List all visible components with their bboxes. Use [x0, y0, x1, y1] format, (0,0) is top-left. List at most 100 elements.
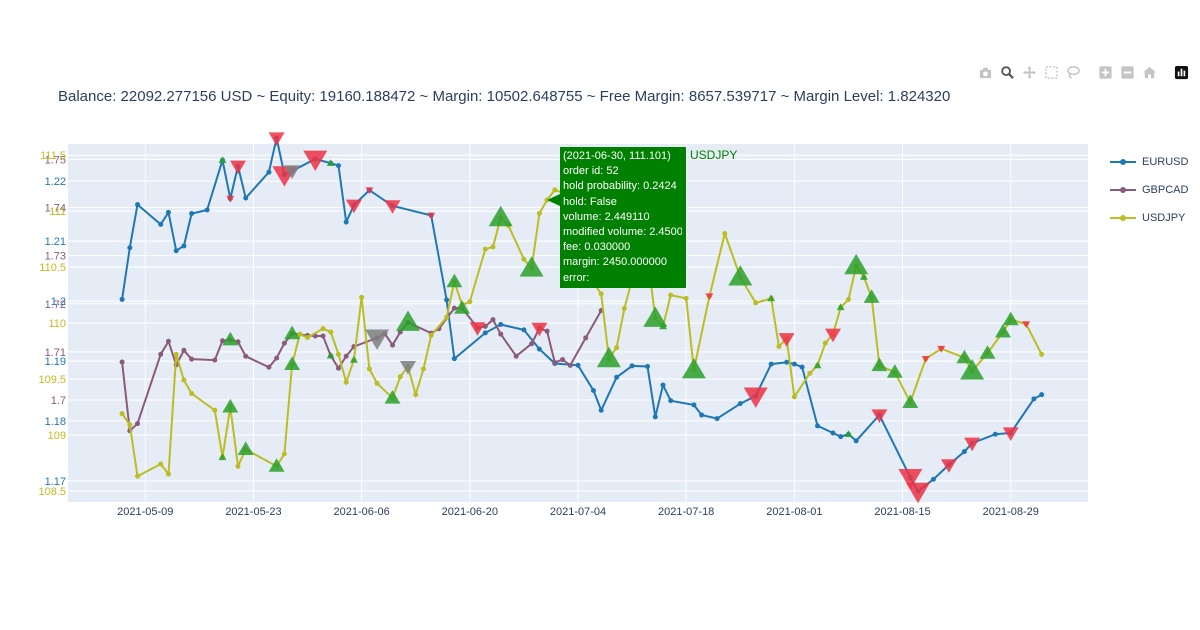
- trade-marker-buy[interactable]: [237, 441, 254, 455]
- data-point-eurusd[interactable]: [830, 430, 836, 436]
- data-point-eurusd[interactable]: [629, 363, 635, 369]
- data-point-usdjpy[interactable]: [413, 392, 419, 398]
- trade-marker-buy[interactable]: [519, 256, 544, 277]
- data-point-eurusd[interactable]: [181, 243, 187, 249]
- data-point-gbpcad[interactable]: [567, 362, 573, 368]
- trade-marker-buy[interactable]: [767, 294, 776, 302]
- trade-marker-sell[interactable]: [705, 293, 714, 301]
- data-point-usdjpy[interactable]: [328, 329, 334, 335]
- trade-marker-buy[interactable]: [681, 358, 706, 379]
- trade-marker-sell[interactable]: [964, 437, 981, 452]
- data-point-eurusd[interactable]: [266, 169, 272, 175]
- data-point-usdjpy[interactable]: [281, 451, 287, 457]
- data-point-gbpcad[interactable]: [243, 353, 249, 359]
- legend-item-eurusd[interactable]: EURUSD: [1110, 148, 1188, 176]
- data-point-eurusd[interactable]: [498, 321, 504, 327]
- data-point-eurusd[interactable]: [652, 414, 658, 420]
- trade-marker-sell[interactable]: [469, 322, 486, 336]
- trade-marker-buy[interactable]: [222, 398, 239, 413]
- plotly-logo-icon[interactable]: [1170, 62, 1192, 82]
- data-point-eurusd[interactable]: [482, 330, 488, 336]
- data-point-eurusd[interactable]: [158, 221, 164, 227]
- trade-marker-buy[interactable]: [1002, 311, 1019, 326]
- data-point-gbpcad[interactable]: [212, 357, 218, 363]
- data-point-usdjpy[interactable]: [822, 340, 828, 346]
- data-point-eurusd[interactable]: [930, 476, 936, 482]
- data-point-eurusd[interactable]: [204, 207, 210, 213]
- data-point-gbpcad[interactable]: [135, 421, 141, 427]
- data-point-usdjpy[interactable]: [189, 390, 195, 396]
- pan-icon[interactable]: [1018, 62, 1040, 82]
- data-point-eurusd[interactable]: [598, 407, 604, 413]
- trade-marker-buy[interactable]: [222, 331, 239, 346]
- data-point-gbpcad[interactable]: [119, 359, 125, 365]
- trade-marker-buy[interactable]: [956, 349, 973, 364]
- trade-marker-buy[interactable]: [844, 430, 853, 437]
- data-point-gbpcad[interactable]: [498, 331, 504, 337]
- data-point-gbpcad[interactable]: [165, 338, 171, 344]
- data-point-usdjpy[interactable]: [1039, 351, 1045, 357]
- trade-marker-sell[interactable]: [226, 195, 235, 203]
- data-point-usdjpy[interactable]: [127, 422, 133, 428]
- data-point-eurusd[interactable]: [737, 401, 743, 407]
- data-point-gbpcad[interactable]: [158, 351, 164, 357]
- trade-marker-hold[interactable]: [365, 329, 390, 350]
- data-point-usdjpy[interactable]: [490, 244, 496, 250]
- trade-marker-buy[interactable]: [384, 390, 401, 404]
- trade-marker-sell[interactable]: [871, 409, 888, 423]
- data-point-eurusd[interactable]: [575, 362, 581, 368]
- trade-marker-sell[interactable]: [898, 469, 923, 490]
- data-point-eurusd[interactable]: [815, 423, 821, 429]
- data-point-eurusd[interactable]: [521, 327, 527, 333]
- data-point-eurusd[interactable]: [992, 431, 998, 437]
- trade-marker-hold[interactable]: [284, 165, 301, 179]
- data-point-eurusd[interactable]: [189, 211, 195, 217]
- data-point-gbpcad[interactable]: [552, 359, 558, 365]
- data-point-gbpcad[interactable]: [281, 340, 287, 346]
- data-point-usdjpy[interactable]: [305, 335, 311, 341]
- data-point-eurusd[interactable]: [173, 248, 179, 254]
- data-point-usdjpy[interactable]: [791, 394, 797, 400]
- trade-marker-sell[interactable]: [1022, 321, 1031, 329]
- data-point-usdjpy[interactable]: [536, 210, 542, 216]
- trade-marker-sell[interactable]: [345, 199, 362, 214]
- data-point-gbpcad[interactable]: [560, 357, 566, 363]
- trade-marker-buy[interactable]: [995, 323, 1011, 338]
- trade-marker-buy[interactable]: [659, 322, 667, 330]
- data-point-usdjpy[interactable]: [807, 370, 813, 376]
- trade-marker-buy[interactable]: [863, 289, 880, 303]
- data-point-gbpcad[interactable]: [335, 365, 341, 371]
- data-point-gbpcad[interactable]: [544, 328, 550, 334]
- data-point-usdjpy[interactable]: [420, 366, 426, 372]
- trade-marker-sell[interactable]: [940, 459, 957, 473]
- data-point-usdjpy[interactable]: [482, 246, 488, 252]
- trade-marker-buy[interactable]: [728, 265, 753, 286]
- data-point-gbpcad[interactable]: [181, 347, 187, 353]
- trade-marker-buy[interactable]: [813, 361, 822, 369]
- data-point-usdjpy[interactable]: [366, 366, 372, 372]
- data-point-usdjpy[interactable]: [320, 326, 326, 332]
- trade-marker-buy[interactable]: [446, 273, 463, 288]
- data-point-gbpcad[interactable]: [583, 335, 589, 341]
- data-point-usdjpy[interactable]: [683, 295, 689, 301]
- data-point-usdjpy[interactable]: [235, 463, 241, 469]
- zoom-out-icon[interactable]: [1116, 62, 1138, 82]
- trade-marker-sell[interactable]: [365, 187, 374, 195]
- data-point-usdjpy[interactable]: [668, 292, 674, 298]
- data-point-usdjpy[interactable]: [135, 473, 141, 479]
- data-point-usdjpy[interactable]: [521, 256, 527, 262]
- data-point-gbpcad[interactable]: [274, 355, 280, 361]
- data-point-usdjpy[interactable]: [428, 332, 434, 338]
- data-point-eurusd[interactable]: [444, 297, 450, 303]
- trade-marker-buy[interactable]: [979, 345, 996, 359]
- data-point-eurusd[interactable]: [768, 361, 774, 367]
- trade-marker-hold[interactable]: [400, 361, 416, 375]
- data-point-gbpcad[interactable]: [513, 353, 519, 359]
- data-point-eurusd[interactable]: [645, 363, 651, 369]
- trade-marker-buy[interactable]: [326, 159, 335, 166]
- data-point-eurusd[interactable]: [799, 364, 805, 370]
- camera-icon[interactable]: [974, 62, 996, 82]
- data-point-gbpcad[interactable]: [320, 333, 326, 339]
- data-point-usdjpy[interactable]: [158, 461, 164, 467]
- data-point-eurusd[interactable]: [961, 449, 967, 455]
